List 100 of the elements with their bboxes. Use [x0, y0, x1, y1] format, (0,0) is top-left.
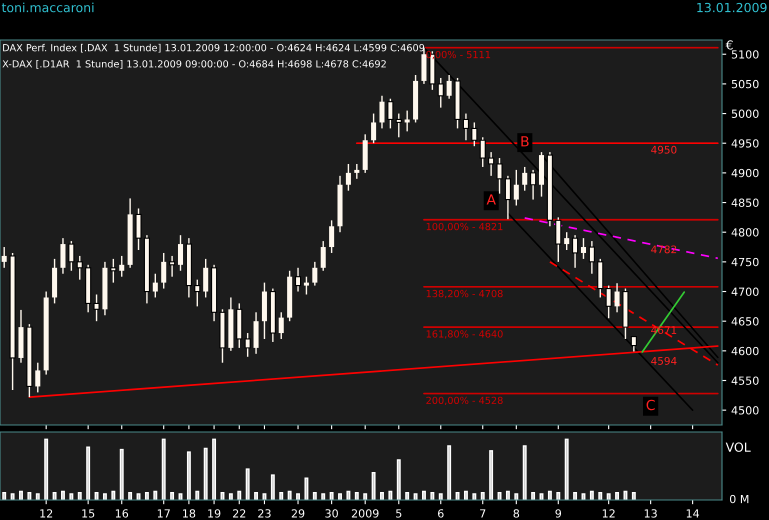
- series-label: 200,00% - 4528: [426, 396, 503, 406]
- series-label: 0,00% - 5111: [426, 50, 490, 60]
- bar: [330, 492, 334, 500]
- annotation: 4950: [651, 146, 676, 154]
- y-tick-label: 4850: [732, 198, 759, 207]
- bar: [548, 490, 552, 500]
- candlestick: [471, 122, 478, 147]
- candlestick: [93, 294, 100, 322]
- bar: [414, 493, 418, 500]
- bar: [396, 459, 401, 500]
- bar: [10, 493, 15, 500]
- y-tick-label: 4500: [732, 406, 759, 415]
- candlestick: [614, 282, 620, 313]
- bar: [346, 490, 350, 500]
- y-tick-label: 5000: [732, 110, 759, 118]
- x-tick-label: 23: [258, 509, 271, 518]
- bar: [564, 438, 569, 500]
- bar: [456, 492, 460, 500]
- y-tick-label: 4900: [732, 168, 759, 178]
- bar: [94, 492, 98, 500]
- bar: [514, 493, 518, 500]
- bar: [136, 493, 140, 500]
- y-axis-title: VOL: [726, 442, 751, 452]
- bar: [212, 438, 216, 500]
- bar: [447, 445, 452, 500]
- candlestick: [588, 240, 595, 274]
- x-tick-label: 18: [183, 509, 196, 518]
- bar: [36, 493, 40, 500]
- x-tick-label: 12: [40, 509, 52, 518]
- bar: [422, 490, 426, 500]
- x-tick-label: 13: [644, 509, 657, 518]
- x-tick-label: 8: [514, 509, 520, 518]
- bar: [296, 493, 300, 500]
- bar: [438, 493, 443, 500]
- bar: [506, 490, 510, 500]
- candlestick: [2, 246, 7, 268]
- bar: [128, 492, 132, 500]
- x-tick-label: 22: [233, 509, 246, 518]
- bar: [464, 490, 468, 500]
- bar: [472, 493, 476, 500]
- bar: [582, 493, 586, 500]
- bar: [498, 492, 502, 500]
- bar: [321, 493, 326, 500]
- x-tick-label: 5: [396, 509, 402, 518]
- candlestick: [312, 261, 318, 286]
- bar: [531, 492, 536, 500]
- candlestick: [203, 258, 208, 298]
- annotation: 4594: [651, 356, 677, 365]
- candlestick: [564, 232, 570, 251]
- candlestick: [396, 112, 402, 138]
- bar: [270, 474, 275, 500]
- chart-subtitle: 13.01.2009: [697, 2, 767, 12]
- bar: [204, 448, 208, 500]
- bar: [254, 492, 258, 500]
- bar: [288, 490, 292, 500]
- x-tick-label: 12: [602, 509, 615, 518]
- bar: [338, 493, 342, 500]
- candlestick: [76, 255, 83, 280]
- bar: [27, 492, 32, 500]
- bar: [632, 492, 636, 500]
- annotation: X-DAX [.D1AR 1 Stunde] 13.01.2009 09:00:00 - O:4684 H:4698 L:4678 C:4692: [2, 60, 386, 69]
- x-tick-label: 15: [82, 509, 94, 518]
- y-tick-label: 4600: [732, 346, 759, 356]
- text: 0 M: [730, 494, 748, 504]
- bar: [178, 493, 182, 500]
- candlestick: [371, 112, 376, 144]
- y-axis-title: €: [726, 40, 733, 50]
- bar: [19, 490, 23, 500]
- bar: [246, 468, 250, 500]
- bar: [61, 490, 65, 500]
- y-tick-label: 4650: [732, 317, 759, 326]
- y-tick-label: 5100: [732, 50, 759, 59]
- bar: [186, 451, 191, 500]
- candlestick: [329, 220, 334, 254]
- candlestick: [178, 234, 184, 272]
- candlestick: [119, 255, 124, 278]
- bar: [170, 492, 174, 500]
- bar: [52, 492, 57, 500]
- candlestick: [580, 237, 586, 260]
- x-tick-label: 19: [208, 509, 220, 518]
- candlestick: [630, 336, 637, 352]
- bar: [573, 492, 578, 500]
- series-label: 161,80% - 4640: [426, 330, 503, 339]
- candlestick: [135, 208, 142, 251]
- series-label: A: [486, 194, 496, 205]
- x-tick-label: 7: [480, 509, 486, 518]
- y-tick-label: 5050: [732, 80, 759, 88]
- candlestick: [404, 110, 410, 132]
- bar: [312, 492, 317, 500]
- candlestick: [60, 237, 66, 274]
- y-tick-label: 4550: [732, 376, 759, 385]
- bar: [228, 493, 233, 500]
- candlestick: [387, 98, 394, 130]
- bar: [354, 492, 359, 500]
- bar: [304, 477, 308, 500]
- bar: [44, 438, 48, 500]
- bar: [615, 492, 620, 500]
- candlestick: [68, 240, 74, 272]
- candlestick: [522, 166, 528, 192]
- series-label: 100,00% - 4821: [426, 222, 502, 232]
